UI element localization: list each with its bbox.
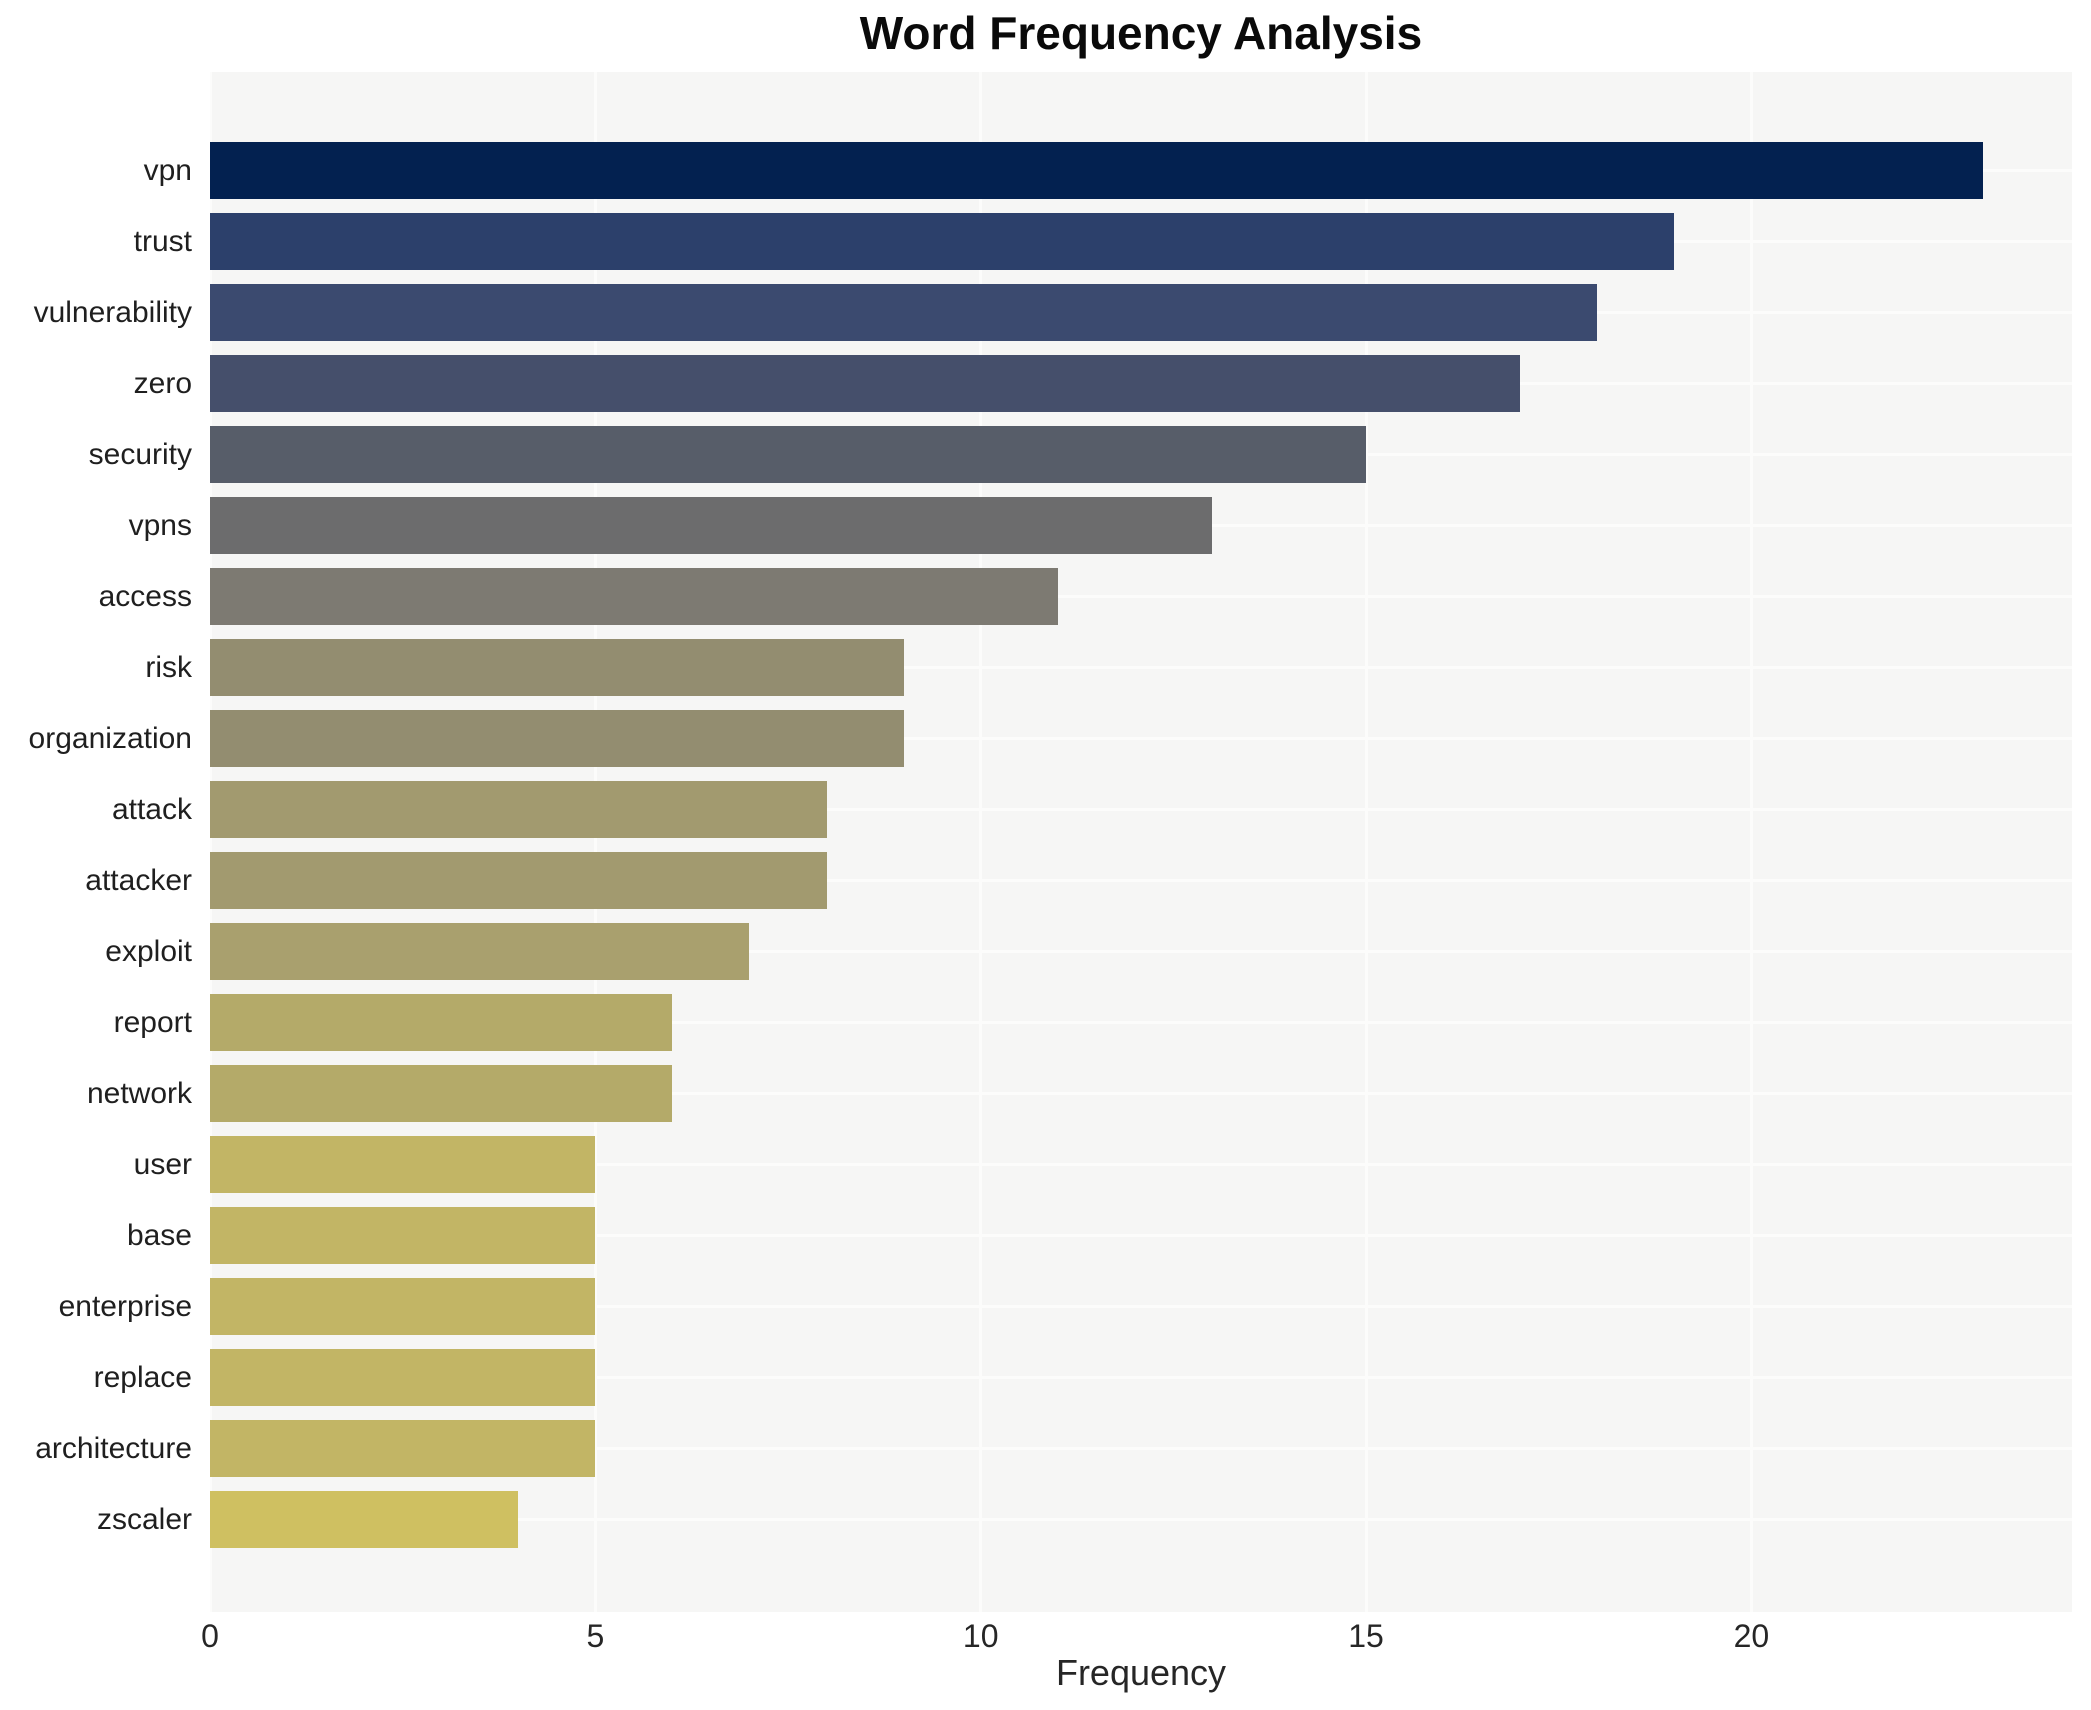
horizontal-gridline	[210, 1447, 2072, 1450]
x-tick-label: 5	[586, 1618, 605, 1654]
frequency-bar	[210, 1349, 596, 1406]
vertical-gridline	[1364, 72, 1368, 1612]
frequency-bar	[210, 1491, 519, 1548]
horizontal-gridline	[210, 1021, 2072, 1024]
vertical-gridline	[979, 72, 983, 1612]
frequency-bar	[210, 710, 904, 767]
bar-row	[210, 1200, 2072, 1271]
category-label: base	[126, 1219, 192, 1252]
frequency-bar	[210, 639, 904, 696]
bar-row	[210, 135, 2072, 206]
category-label: network	[86, 1077, 192, 1110]
frequency-bar	[210, 1207, 596, 1264]
category-label: security	[88, 438, 192, 471]
x-tick-label: 0	[201, 1618, 219, 1654]
horizontal-gridline	[210, 808, 2072, 811]
frequency-bar	[210, 142, 1983, 199]
horizontal-gridline	[210, 879, 2072, 882]
horizontal-gridline	[210, 950, 2072, 953]
frequency-bar	[210, 284, 1598, 341]
x-axis-title: Frequency	[1055, 1652, 1227, 1693]
frequency-bar	[210, 1136, 596, 1193]
bar-row	[210, 1129, 2072, 1200]
bar-row	[210, 916, 2072, 987]
bar-row	[210, 348, 2072, 419]
category-label: zscaler	[96, 1503, 192, 1536]
bar-row	[210, 561, 2072, 632]
bar-row	[210, 703, 2072, 774]
x-tick-label: 10	[962, 1618, 999, 1654]
horizontal-gridline	[210, 1163, 2072, 1166]
frequency-bar	[210, 852, 827, 909]
horizontal-gridline	[210, 1305, 2072, 1308]
category-label: zero	[133, 367, 192, 400]
bar-rows	[210, 135, 2072, 1555]
x-tick-label: 20	[1733, 1618, 1770, 1654]
category-label: vulnerability	[33, 296, 192, 329]
frequency-bar	[210, 1065, 673, 1122]
frequency-bar	[210, 1420, 596, 1477]
bar-row	[210, 1484, 2072, 1555]
bar-row	[210, 1413, 2072, 1484]
frequency-bar	[210, 426, 1367, 483]
bar-row	[210, 845, 2072, 916]
category-label: risk	[145, 651, 192, 684]
bar-row	[210, 1271, 2072, 1342]
frequency-bar	[210, 1278, 596, 1335]
frequency-bar	[210, 497, 1212, 554]
horizontal-gridline	[210, 1092, 2072, 1095]
horizontal-gridline	[210, 666, 2072, 669]
horizontal-gridline	[210, 595, 2072, 598]
vertical-gridline	[593, 72, 597, 1612]
bar-row	[210, 419, 2072, 490]
category-label: enterprise	[58, 1290, 192, 1323]
category-label: user	[133, 1148, 192, 1181]
x-tick-label: 15	[1348, 1618, 1384, 1654]
y-axis-labels: vpn trust vulnerability zero security vpns acc…	[0, 135, 192, 1555]
bar-row	[210, 632, 2072, 703]
vertical-gridline	[1749, 72, 1753, 1612]
bar-row	[210, 774, 2072, 845]
bar-row	[210, 206, 2072, 277]
frequency-bar	[210, 923, 750, 980]
category-label: vpns	[128, 509, 192, 542]
horizontal-gridline	[210, 1234, 2072, 1237]
category-label: trust	[133, 225, 192, 258]
bar-row	[210, 1342, 2072, 1413]
horizontal-gridline	[210, 1376, 2072, 1379]
frequency-bar	[210, 355, 1521, 412]
category-label: report	[113, 1006, 192, 1039]
category-label: architecture	[35, 1432, 192, 1465]
category-label: vpn	[143, 154, 192, 187]
horizontal-gridline	[210, 737, 2072, 740]
plot-area	[210, 72, 2072, 1612]
category-label: organization	[28, 722, 192, 755]
bar-row	[210, 1058, 2072, 1129]
bar-row	[210, 490, 2072, 561]
frequency-bar	[210, 781, 827, 838]
chart-title: Word Frequency Analysis	[859, 7, 1423, 59]
frequency-bar	[210, 994, 673, 1051]
bar-row	[210, 277, 2072, 348]
category-label: replace	[93, 1361, 192, 1394]
category-label: attacker	[85, 864, 192, 897]
category-label: attack	[111, 793, 192, 826]
horizontal-gridline	[210, 1518, 2072, 1521]
category-label: exploit	[105, 935, 192, 968]
frequency-bar	[210, 568, 1058, 625]
category-label: access	[98, 580, 192, 613]
frequency-bar	[210, 213, 1675, 270]
bar-row	[210, 987, 2072, 1058]
vertical-gridline	[210, 72, 212, 1612]
